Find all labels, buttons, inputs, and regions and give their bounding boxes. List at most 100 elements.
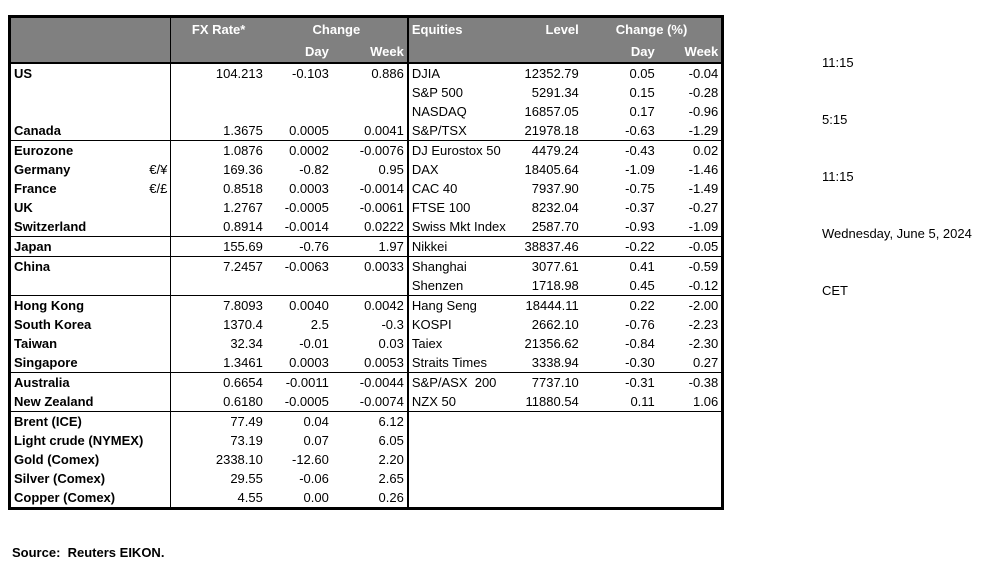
cell-name: Singapore — [9, 353, 147, 373]
table-row: Singapore 1.3461 0.0003 0.0053 Straits Times… — [9, 353, 723, 373]
market-table-body: US 104.213 -0.103 0.886 DJIA 12352.79 0.05 -0.0… — [9, 63, 723, 509]
cell-week — [331, 83, 409, 102]
cell-ename: S&P 500 — [411, 85, 463, 100]
cell-sym — [146, 392, 172, 412]
table-row: US 104.213 -0.103 0.886 DJIA 12352.79 0.05 -0.0… — [10, 63, 723, 83]
cell-eweek: -1.29 — [657, 121, 723, 141]
cell-ename: Shanghai — [411, 259, 467, 274]
cell-name: China — [14, 259, 51, 274]
cell-name: New Zealand — [9, 392, 147, 412]
cell-eweek: -0.12 — [657, 276, 723, 296]
cell-day: 0.0005 — [265, 121, 332, 141]
cell-eday — [582, 412, 658, 432]
cell-sym — [146, 256, 172, 276]
header-fx-rate: FX Rate* — [170, 16, 266, 40]
cell-eday: -0.31 — [625, 375, 655, 390]
cell-fx: 0.8914 — [170, 217, 266, 237]
table-row: Switzerland 0.8914 -0.0014 0.0222 Swiss Mkt … — [9, 217, 723, 237]
cell-fx — [171, 83, 266, 102]
cell-week: -0.3 — [331, 315, 409, 334]
cell-fx: 1.0876 — [223, 143, 263, 158]
cell-week: 0.03 — [331, 334, 409, 353]
cell-sym — [146, 411, 172, 431]
cell-eday: -0.76 — [625, 317, 655, 332]
cell-eweek: -0.05 — [657, 236, 723, 257]
table-row: Eurozone 1.0876 0.0002 -0.0076 DJ Eurostox 5… — [10, 140, 723, 160]
cell-level — [509, 469, 582, 488]
cell-week: 0.0053 — [331, 353, 409, 373]
cell-level: 8232.04 — [531, 200, 579, 215]
cell-eweek: -1.46 — [688, 162, 719, 177]
cell-ename: NASDAQ — [411, 104, 467, 119]
cell-sym — [146, 469, 172, 488]
header-empty-cell — [170, 40, 266, 64]
cell-sym — [146, 315, 172, 334]
table-row: Brent (ICE) 77.49 0.04 6.12 — [10, 411, 723, 432]
table-row: South Korea 1370.4 2.5 -0.3 KOSPI 2662.10 -0.7… — [10, 315, 723, 334]
cell-day: -0.0014 — [265, 217, 332, 237]
cell-sym — [146, 450, 172, 469]
cell-name: Taiwan — [14, 336, 58, 351]
cell-name: Eurozone — [14, 143, 74, 158]
cell-name: Japan — [9, 236, 147, 257]
cell-day: -0.0063 — [284, 259, 329, 274]
cell-level: 12352.79 — [524, 66, 579, 81]
header-change-pct: Change (%) — [581, 16, 723, 40]
cell-eweek: -0.59 — [688, 259, 719, 274]
cell-fx: 7.2457 — [223, 259, 263, 274]
cell-fx: 155.69 — [170, 236, 266, 257]
cell-ename: Taiex — [411, 336, 443, 351]
cell-week: 0.0041 — [331, 121, 409, 141]
cell-ename: DAX — [411, 162, 439, 177]
cell-week: -0.0061 — [331, 198, 409, 217]
cell-week: 0.95 — [331, 160, 409, 179]
cell-week: -0.0014 — [331, 179, 409, 198]
cell-fx: 29.55 — [230, 471, 263, 486]
cell-eweek — [658, 450, 723, 469]
cell-day — [265, 276, 332, 296]
cell-week: 0.0033 — [331, 256, 409, 276]
cell-ename: CAC 40 — [411, 181, 458, 196]
cell-level: 21978.18 — [508, 121, 582, 141]
header-empty-cell — [407, 40, 509, 64]
cell-fx: 73.19 — [230, 433, 263, 448]
cell-sym — [146, 236, 172, 257]
cell-fx: 32.34 — [230, 336, 263, 351]
cell-fx: 2338.10 — [215, 452, 263, 467]
cell-eday: 0.15 — [629, 85, 655, 100]
cell-fx: 4.55 — [237, 490, 263, 505]
cell-level: 16857.05 — [524, 104, 579, 119]
cell-level: 18444.11 — [525, 298, 579, 313]
date-line: Wednesday, June 5, 2024 — [822, 226, 972, 241]
cell-ename — [408, 431, 509, 450]
table-row: Hong Kong 7.8093 0.0040 0.0042 Hang Seng 1844… — [10, 295, 723, 315]
cell-eday: -0.43 — [625, 143, 655, 158]
table-row: Silver (Comex) 29.55 -0.06 2.65 — [10, 469, 723, 488]
cell-week: -0.0044 — [331, 372, 409, 392]
table-row: Japan 155.69 -0.76 1.97 Nikkei 38837.46 -0.22-… — [9, 236, 723, 257]
header-empty-cell — [508, 40, 582, 64]
cell-sym — [146, 372, 172, 392]
cell-name: Silver (Comex) — [14, 471, 106, 486]
cell-week: 6.12 — [331, 411, 409, 431]
cell-ename: DJIA — [411, 66, 441, 81]
cell-eweek: -1.09 — [657, 217, 723, 237]
header-corner-cell — [9, 16, 172, 40]
cell-level: 4479.24 — [531, 143, 579, 158]
cell-sym: €/£ — [146, 179, 172, 198]
time-line-1: 11:15 — [822, 55, 854, 70]
cell-name: Brent (ICE) — [14, 414, 82, 429]
cell-day: 0.0040 — [289, 298, 329, 313]
cell-name — [10, 83, 147, 102]
cell-ename: DJ Eurostox 50 — [411, 143, 501, 158]
timestamp-block: 11:15 5:15 11:15 Wednesday, June 5, 2024… — [822, 15, 972, 338]
cell-week — [331, 276, 409, 296]
cell-eday — [582, 450, 658, 469]
market-data-table: FX Rate* Change Equities Level Change (%… — [8, 15, 725, 510]
cell-eday — [582, 431, 658, 450]
cell-day: -12.60 — [291, 452, 329, 467]
cell-fx: 7.8093 — [223, 298, 263, 313]
cell-name: South Korea — [14, 317, 92, 332]
timezone-line: CET — [822, 283, 848, 298]
cell-level: 38837.46 — [508, 236, 582, 257]
